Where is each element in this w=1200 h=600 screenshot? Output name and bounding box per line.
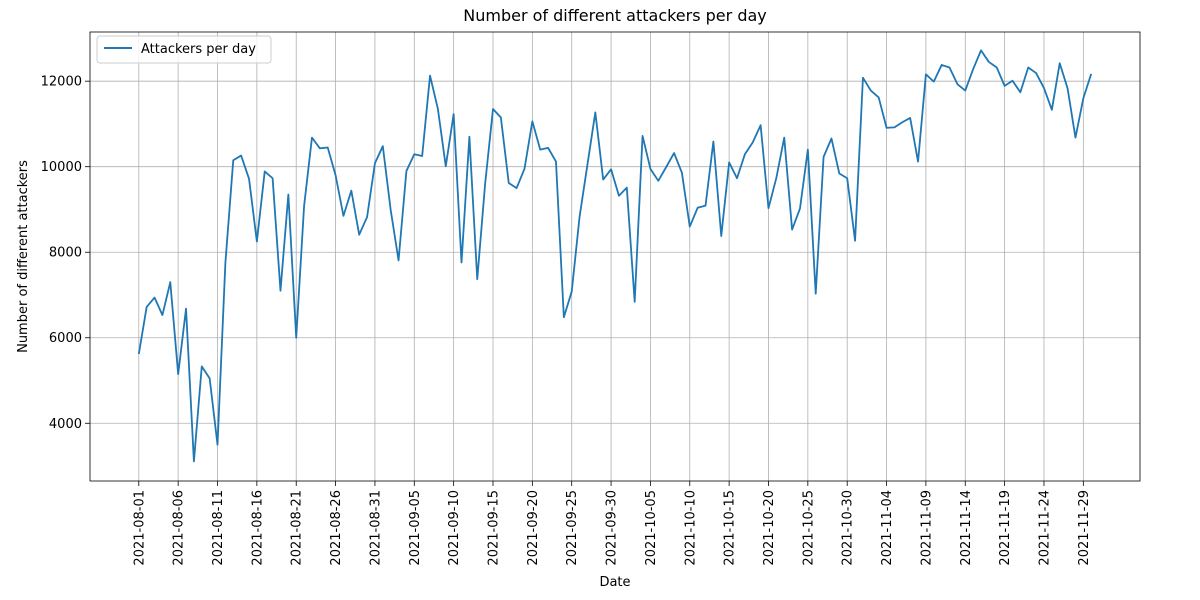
legend: Attackers per day — [96, 35, 272, 64]
plot-frame — [89, 31, 1141, 482]
series-line-0 — [137, 49, 1093, 463]
x-tick-label: 2021-11-14 — [959, 490, 974, 566]
x-tick-label: 2021-08-21 — [290, 490, 305, 566]
x-tick-label: 2021-09-05 — [408, 490, 423, 566]
y-tick-label: 12000 — [41, 75, 82, 90]
x-tick-label: 2021-08-16 — [250, 490, 265, 566]
legend-label: Attackers per day — [141, 42, 256, 57]
x-tick-label: 2021-11-19 — [998, 490, 1013, 566]
x-tick-label: 2021-09-15 — [486, 490, 501, 566]
x-tick-label: 2021-11-09 — [919, 490, 934, 566]
x-tick-label: 2021-08-01 — [132, 490, 147, 566]
grid — [90, 32, 1140, 481]
x-axis-title: Date — [599, 575, 630, 590]
y-tick-label: 8000 — [49, 246, 82, 261]
x-tick-label: 2021-11-24 — [1037, 490, 1052, 566]
chart-title: Number of different attackers per day — [463, 6, 767, 25]
y-axis-ticks: 4000 6000 8000 10000 12000 — [41, 75, 90, 432]
x-tick-label: 2021-08-31 — [368, 490, 383, 566]
x-axis-ticks: 2021-08-01 2021-08-06 2021-08-11 2021-08-16… — [132, 481, 1092, 566]
x-tick-label: 2021-09-25 — [565, 490, 580, 566]
x-tick-label: 2021-11-04 — [880, 490, 895, 566]
x-tick-label: 2021-09-20 — [526, 490, 541, 566]
x-tick-label: 2021-10-15 — [723, 490, 738, 566]
y-axis-title: Number of different attackers — [16, 160, 31, 353]
series-layer — [137, 49, 1093, 463]
x-tick-label: 2021-08-11 — [211, 490, 226, 566]
x-tick-label: 2021-11-29 — [1077, 490, 1092, 566]
y-tick-label: 6000 — [49, 331, 82, 346]
x-tick-label: 2021-08-26 — [329, 490, 344, 566]
x-tick-label: 2021-09-10 — [447, 490, 462, 566]
x-tick-label: 2021-08-06 — [172, 490, 187, 566]
legend-box — [96, 35, 272, 64]
x-tick-label: 2021-10-25 — [801, 490, 816, 566]
x-tick-label: 2021-10-20 — [762, 490, 777, 566]
x-tick-label: 2021-10-30 — [841, 490, 856, 566]
y-tick-label: 4000 — [49, 417, 82, 432]
x-tick-label: 2021-09-30 — [605, 490, 620, 566]
x-tick-label: 2021-10-10 — [683, 490, 698, 566]
x-tick-label: 2021-10-05 — [644, 490, 659, 566]
y-tick-label: 10000 — [41, 160, 82, 175]
